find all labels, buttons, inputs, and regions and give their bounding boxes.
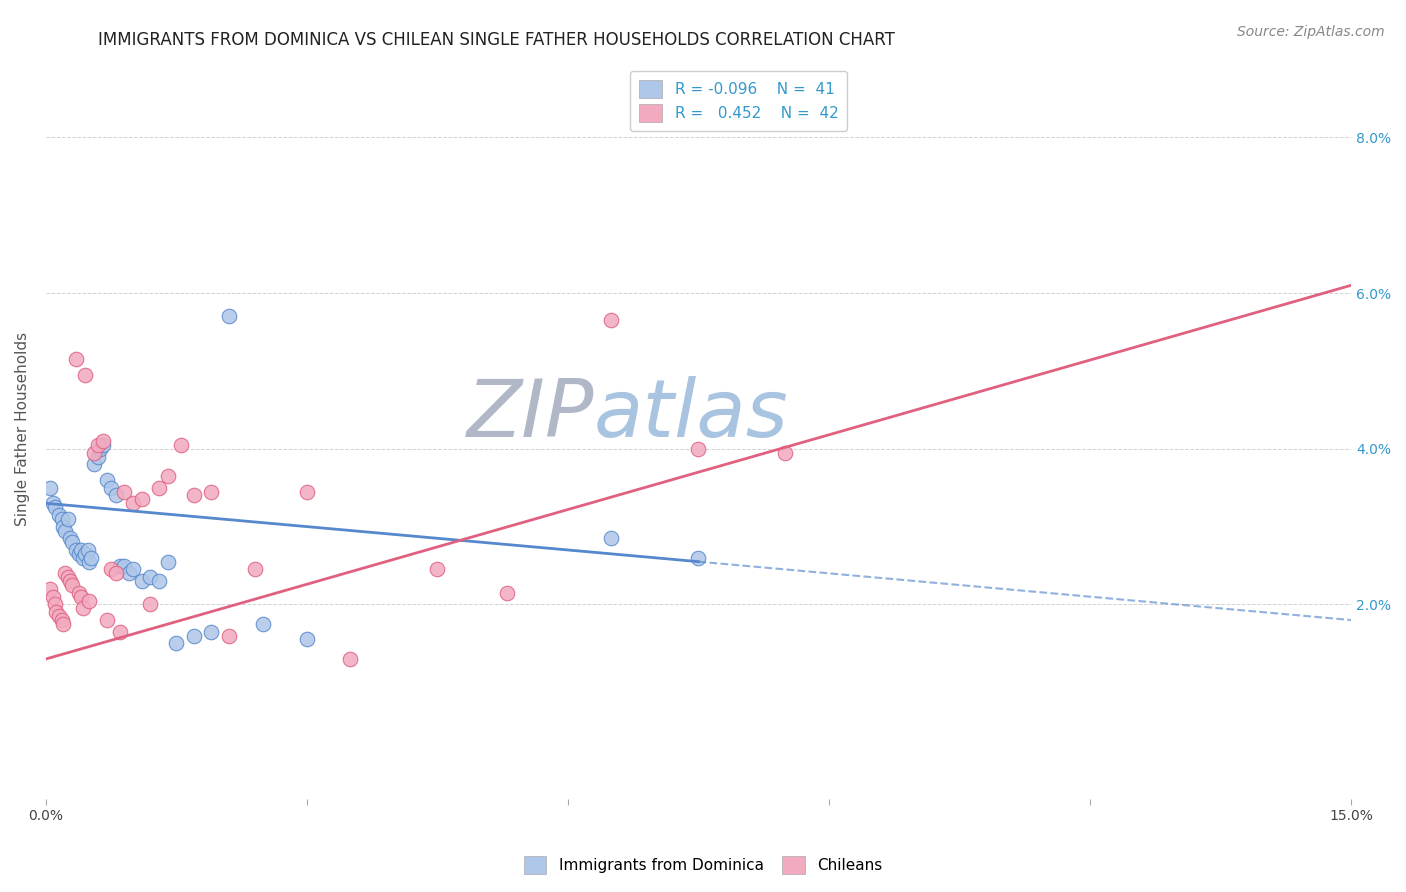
Text: ZIP: ZIP <box>467 376 595 453</box>
Point <box>67 586 90 600</box>
Point <box>83 458 105 472</box>
Point <box>218 629 240 643</box>
Point <box>122 496 145 510</box>
Point <box>75 368 97 382</box>
Point <box>48 508 70 522</box>
Point <box>200 624 222 639</box>
Point <box>156 555 179 569</box>
Point <box>39 481 62 495</box>
Point <box>183 629 205 643</box>
Point <box>67 547 90 561</box>
Point <box>69 590 91 604</box>
Point <box>600 531 623 545</box>
Point <box>91 438 114 452</box>
Text: atlas: atlas <box>595 376 789 453</box>
Point <box>104 566 127 581</box>
Point <box>83 445 105 459</box>
Point <box>91 434 114 448</box>
Point <box>42 590 65 604</box>
Text: IMMIGRANTS FROM DOMINICA VS CHILEAN SINGLE FATHER HOUSEHOLDS CORRELATION CHART: IMMIGRANTS FROM DOMINICA VS CHILEAN SING… <box>98 31 896 49</box>
Point <box>44 598 66 612</box>
Point <box>60 535 83 549</box>
Point <box>112 484 135 499</box>
Point <box>80 550 103 565</box>
Point <box>52 616 75 631</box>
Y-axis label: Single Father Households: Single Father Households <box>15 332 30 526</box>
Point <box>148 481 170 495</box>
Point <box>688 550 710 565</box>
Point <box>56 570 79 584</box>
Point <box>72 550 94 565</box>
Point <box>104 488 127 502</box>
Point <box>775 445 797 459</box>
Point <box>131 492 153 507</box>
Point <box>600 313 623 327</box>
Legend: Immigrants from Dominica, Chileans: Immigrants from Dominica, Chileans <box>517 850 889 880</box>
Point <box>48 609 70 624</box>
Point <box>117 566 139 581</box>
Point <box>139 598 162 612</box>
Point <box>295 632 318 647</box>
Point <box>100 562 122 576</box>
Point <box>200 484 222 499</box>
Point <box>45 605 67 619</box>
Point <box>112 558 135 573</box>
Point <box>65 352 87 367</box>
Text: Source: ZipAtlas.com: Source: ZipAtlas.com <box>1237 25 1385 39</box>
Point <box>148 574 170 588</box>
Point <box>426 562 449 576</box>
Point <box>183 488 205 502</box>
Point <box>108 558 131 573</box>
Point <box>87 450 110 464</box>
Point <box>59 531 82 545</box>
Point <box>53 524 76 538</box>
Point <box>156 469 179 483</box>
Legend: R = -0.096    N =  41, R =   0.452    N =  42: R = -0.096 N = 41, R = 0.452 N = 42 <box>630 71 848 130</box>
Point <box>89 442 111 456</box>
Point <box>139 570 162 584</box>
Point <box>170 438 193 452</box>
Point <box>96 473 118 487</box>
Point <box>65 543 87 558</box>
Point <box>96 613 118 627</box>
Point <box>252 616 274 631</box>
Point <box>42 496 65 510</box>
Point <box>295 484 318 499</box>
Point <box>79 555 101 569</box>
Point <box>688 442 710 456</box>
Point <box>59 574 82 588</box>
Point <box>76 543 98 558</box>
Point <box>44 500 66 515</box>
Point <box>218 310 240 324</box>
Point <box>51 613 73 627</box>
Point <box>79 593 101 607</box>
Point <box>39 582 62 596</box>
Point <box>496 586 519 600</box>
Point <box>100 481 122 495</box>
Point <box>51 512 73 526</box>
Point <box>52 519 75 533</box>
Point <box>60 578 83 592</box>
Point <box>69 543 91 558</box>
Point <box>339 652 361 666</box>
Point <box>108 624 131 639</box>
Point <box>122 562 145 576</box>
Point <box>53 566 76 581</box>
Point <box>75 547 97 561</box>
Point <box>72 601 94 615</box>
Point <box>243 562 266 576</box>
Point <box>87 438 110 452</box>
Point <box>166 636 188 650</box>
Point <box>131 574 153 588</box>
Point <box>56 512 79 526</box>
